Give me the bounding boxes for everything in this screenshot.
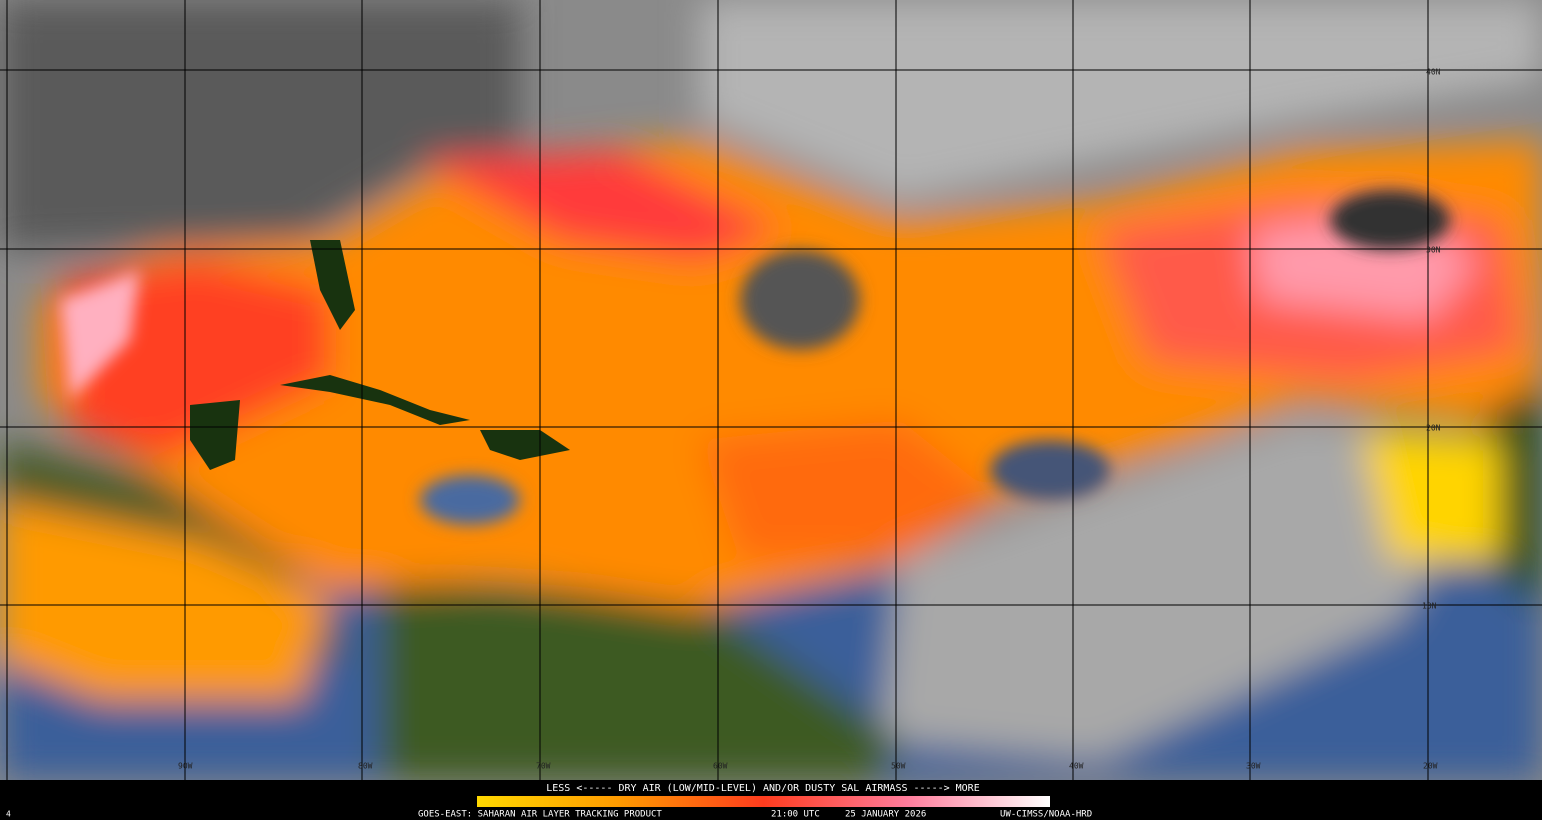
lon-label: 40W: [1069, 762, 1084, 771]
credit: UW-CIMSS/NOAA-HRD: [1000, 810, 1092, 820]
lon-label: 30W: [1246, 762, 1261, 771]
islands: [190, 240, 570, 470]
grid-labels: 40N 30N 20N 10N 90W 80W 70W 60W 50W 40W …: [178, 68, 1441, 771]
lon-label: 90W: [178, 762, 193, 771]
lon-label: 80W: [358, 762, 373, 771]
time: 21:00 UTC: [771, 810, 820, 820]
color-bar: [477, 796, 1050, 807]
lat-label: 20N: [1426, 424, 1441, 433]
lon-label: 70W: [536, 762, 551, 771]
date: 25 JANUARY 2026: [845, 810, 926, 820]
lat-label: 40N: [1426, 68, 1441, 77]
lon-label: 20W: [1423, 762, 1438, 771]
lat-label: 10N: [1422, 602, 1437, 611]
lon-label: 50W: [891, 762, 906, 771]
legend-text: LESS <----- DRY AIR (LOW/MID-LEVEL) AND/…: [546, 783, 979, 794]
lat-label: 30N: [1426, 246, 1441, 255]
imagery: [0, 0, 1542, 780]
footer: LESS <----- DRY AIR (LOW/MID-LEVEL) AND/…: [0, 780, 1542, 820]
frame-number: 4: [6, 810, 11, 819]
product-name: GOES-EAST: SAHARAN AIR LAYER TRACKING PR…: [418, 810, 662, 820]
lon-label: 60W: [713, 762, 728, 771]
graticule: [0, 0, 1542, 780]
